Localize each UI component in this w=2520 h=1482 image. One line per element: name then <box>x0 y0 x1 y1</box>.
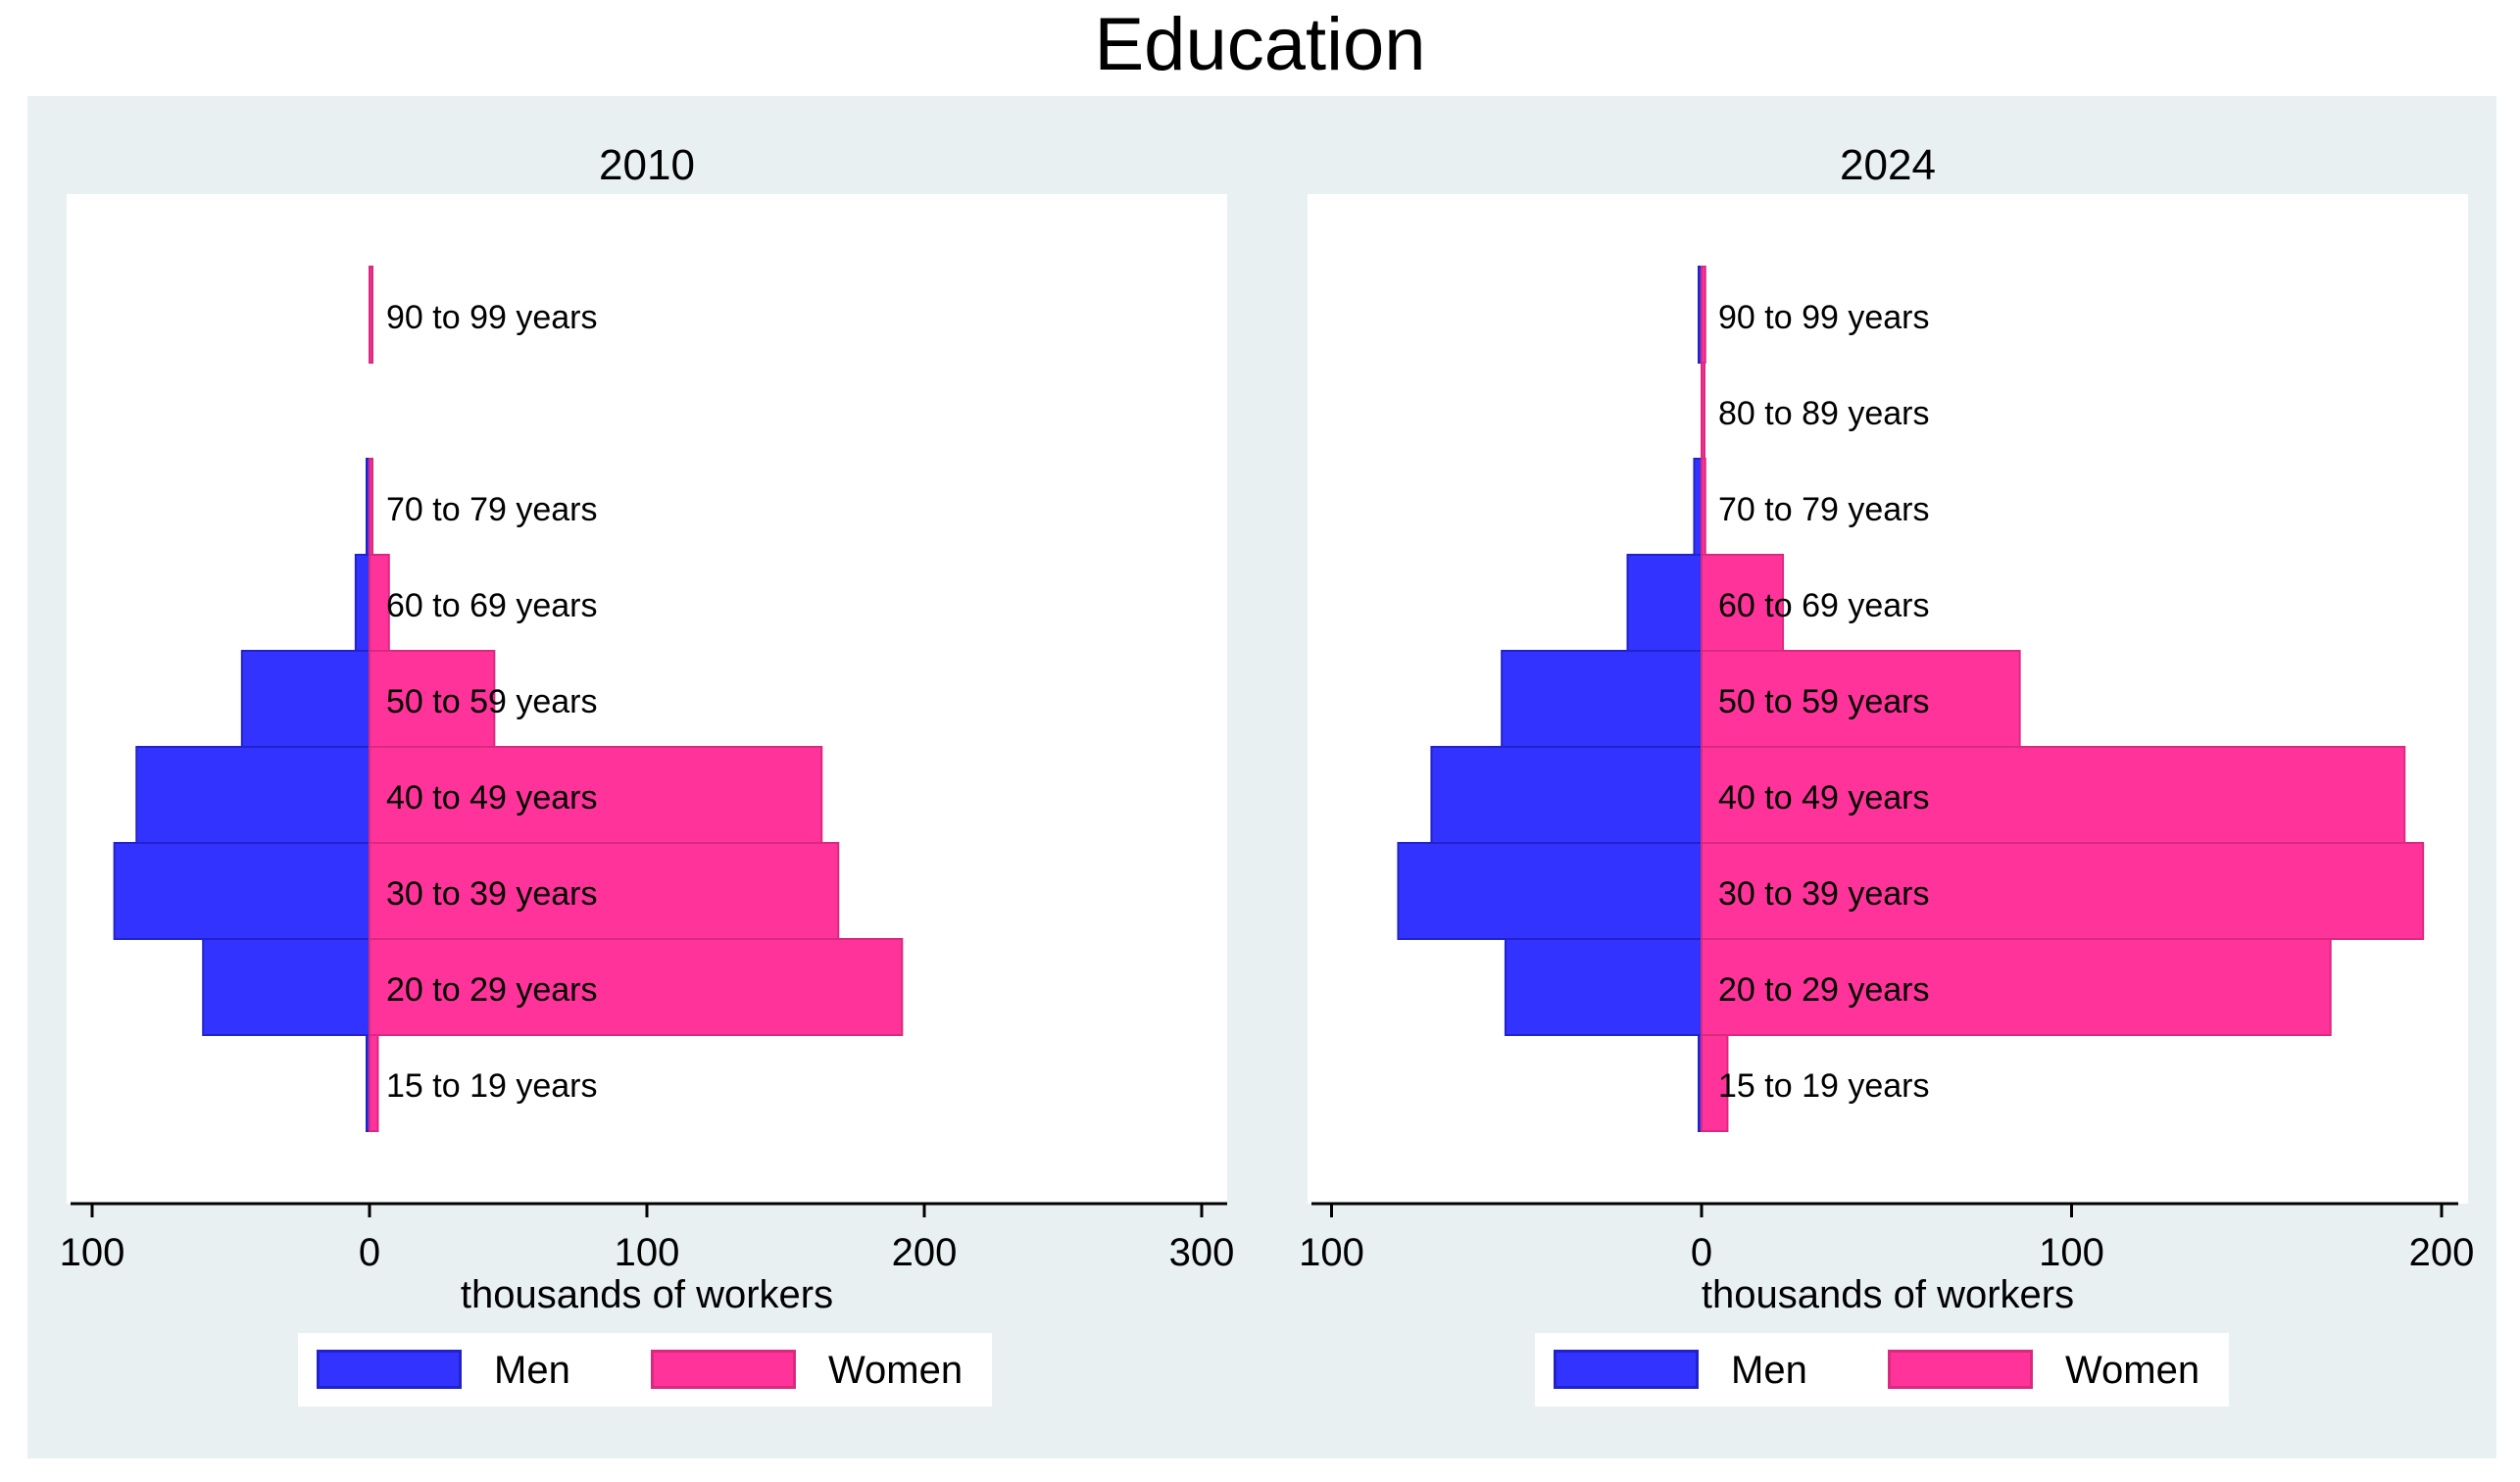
age-group-label: 15 to 19 years <box>1718 1067 1929 1105</box>
bar-women <box>369 842 840 940</box>
bar-men <box>202 938 371 1036</box>
legend-label-men: Men <box>494 1349 570 1392</box>
legend-label-women: Women <box>828 1349 964 1392</box>
age-group-label: 20 to 29 years <box>386 971 597 1009</box>
bar-women <box>1701 1034 1729 1132</box>
chart-title: Education <box>1094 3 1426 86</box>
x-tick-label: 0 <box>359 1231 380 1274</box>
bar-women <box>1701 458 1706 556</box>
bar-men <box>1397 842 1703 940</box>
x-tick-label: 100 <box>615 1231 680 1274</box>
bar-women <box>369 266 373 364</box>
bar-men <box>1504 938 1704 1036</box>
legend-swatch-women <box>1888 1350 2033 1389</box>
bar-men <box>1626 554 1703 652</box>
x-axis-label: thousands of workers <box>461 1273 833 1316</box>
bar-women <box>369 650 496 748</box>
age-group-label: 50 to 59 years <box>1718 683 1929 720</box>
x-tick-label: 0 <box>1691 1231 1712 1274</box>
bar-women <box>1701 650 2021 748</box>
x-tick-label: 200 <box>892 1231 958 1274</box>
age-group-label: 80 to 89 years <box>1718 395 1929 432</box>
x-tick-label: 100 <box>60 1231 125 1274</box>
age-group-label: 50 to 59 years <box>386 683 597 720</box>
bar-men <box>240 650 371 748</box>
age-group-label: 30 to 39 years <box>386 875 597 913</box>
x-tick-label: 100 <box>2039 1231 2104 1274</box>
bar-women <box>369 458 373 556</box>
bar-men <box>1430 746 1704 844</box>
bar-women <box>1701 266 1706 364</box>
legend-2010: Men Women <box>298 1333 992 1407</box>
age-group-label: 60 to 69 years <box>1718 587 1929 624</box>
x-axis-label: thousands of workers <box>1702 1273 2074 1316</box>
bar-women <box>1701 554 1785 652</box>
panel-subtitle: 2010 <box>599 141 695 189</box>
age-group-label: 30 to 39 years <box>1718 875 1929 913</box>
bar-women <box>369 938 904 1036</box>
legend-2024: Men Women <box>1535 1333 2229 1407</box>
bar-women <box>369 1034 379 1132</box>
bar-men <box>135 746 371 844</box>
age-group-label: 40 to 49 years <box>386 779 597 816</box>
bar-men <box>113 842 371 940</box>
panel-subtitle: 2024 <box>1840 141 1936 189</box>
legend-swatch-women <box>651 1350 796 1389</box>
age-group-label: 60 to 69 years <box>386 587 597 624</box>
x-tick-label: 100 <box>1299 1231 1364 1274</box>
bar-men <box>1501 650 1704 748</box>
x-tick-label: 200 <box>2409 1231 2475 1274</box>
age-group-label: 15 to 19 years <box>386 1067 597 1105</box>
age-group-label: 20 to 29 years <box>1718 971 1929 1009</box>
bar-women <box>1701 746 2406 844</box>
x-tick-label: 300 <box>1169 1231 1235 1274</box>
bar-women <box>369 746 823 844</box>
legend-swatch-men <box>1554 1350 1699 1389</box>
bar-women <box>1701 362 1705 460</box>
legend-label-men: Men <box>1731 1349 1807 1392</box>
age-group-label: 90 to 99 years <box>386 299 597 336</box>
bar-women <box>369 554 390 652</box>
age-group-label: 40 to 49 years <box>1718 779 1929 816</box>
age-group-label: 70 to 79 years <box>386 491 597 528</box>
bar-women <box>1701 938 2332 1036</box>
legend-swatch-men <box>317 1350 462 1389</box>
age-group-label: 70 to 79 years <box>1718 491 1929 528</box>
age-group-label: 90 to 99 years <box>1718 299 1929 336</box>
bar-men <box>1693 458 1703 556</box>
bar-women <box>1701 842 2425 940</box>
bar-men <box>354 554 371 652</box>
legend-label-women: Women <box>2065 1349 2200 1392</box>
plot-area <box>67 194 1227 1204</box>
